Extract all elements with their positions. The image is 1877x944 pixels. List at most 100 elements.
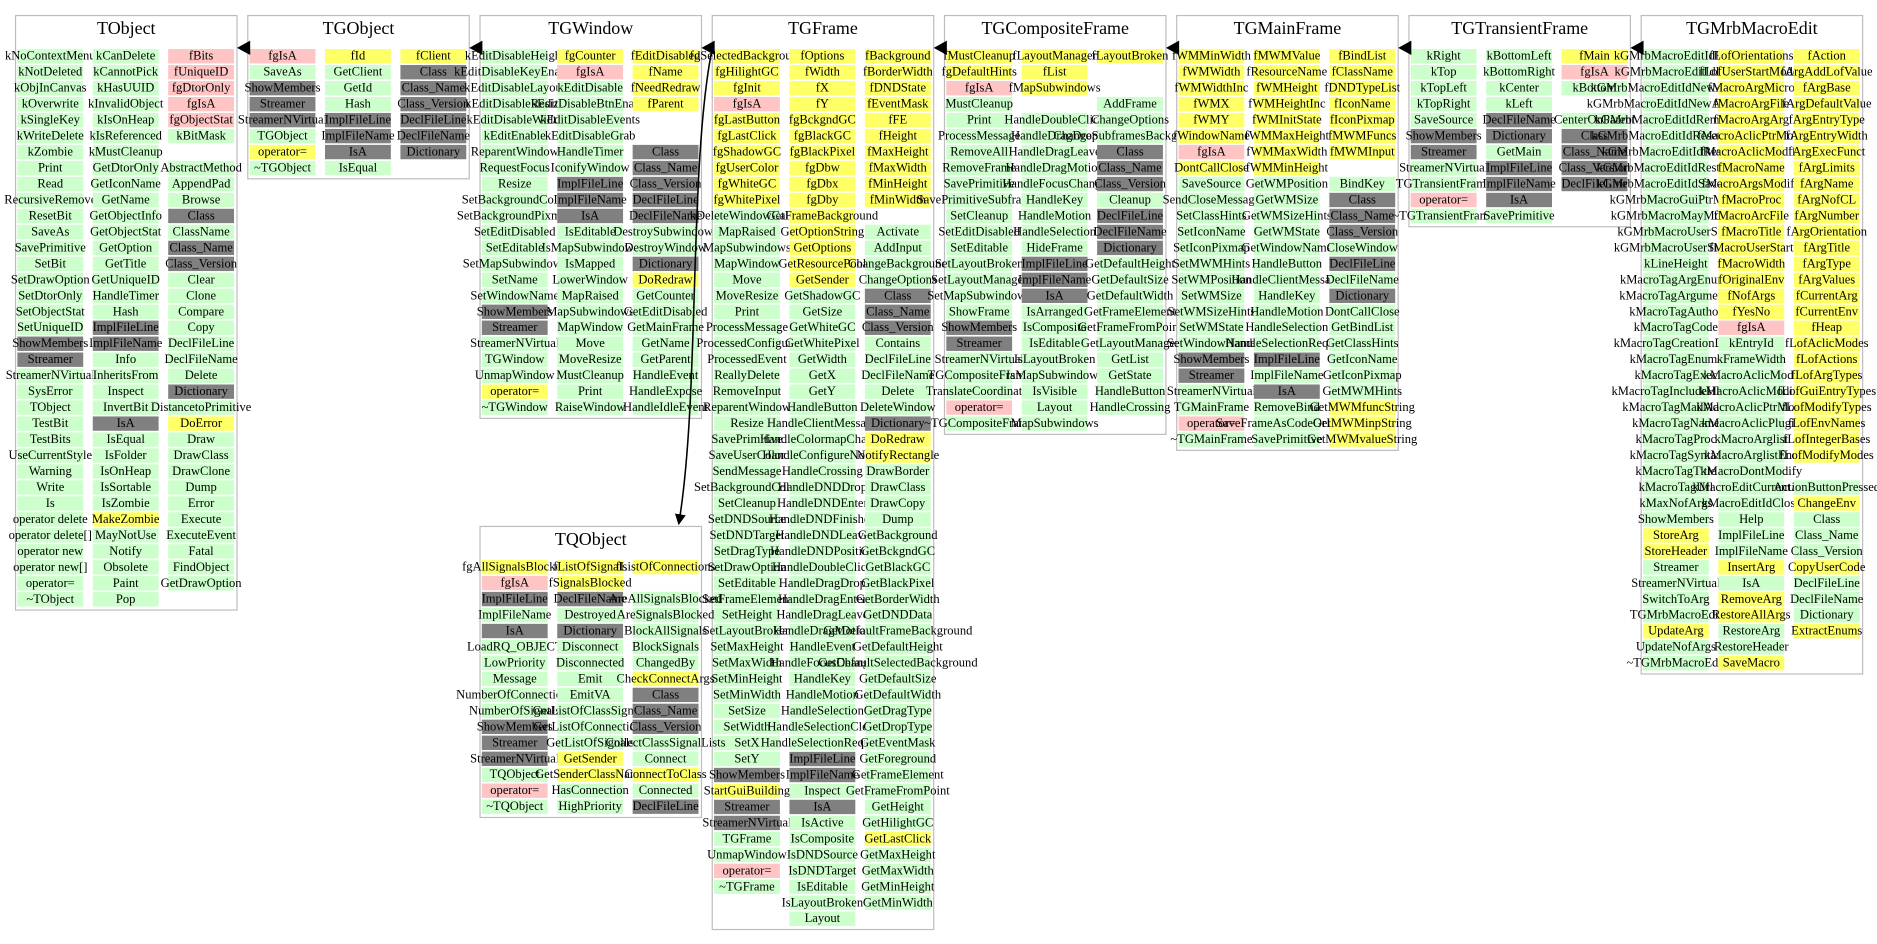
member-cell <box>1486 49 1552 64</box>
member-name: kMacroTagUrl <box>1639 480 1714 494</box>
member-cell <box>1329 320 1396 335</box>
member-cell <box>168 49 235 64</box>
member-name: fHeap <box>1811 320 1842 334</box>
member-name: Streamer <box>957 336 1003 350</box>
member-name: IsMapSubwindows <box>1006 368 1103 382</box>
member-cell <box>714 224 780 240</box>
member-cell <box>789 128 856 144</box>
member-name: kGMrbMacroEditIdLast <box>1615 65 1738 79</box>
member-name: ShowMembers <box>709 767 785 781</box>
member-cell <box>1253 352 1320 367</box>
member-cell <box>864 783 931 799</box>
member-name: ChangeSubframesBackground <box>1053 129 1207 143</box>
member-cell <box>481 783 548 798</box>
member-cell <box>557 671 624 687</box>
member-cell <box>1793 272 1860 288</box>
member-cell <box>1178 160 1245 176</box>
member-name: StreamerNVirtual <box>470 751 560 765</box>
member-cell <box>1793 400 1860 415</box>
member-name: fgDtorOnly <box>172 81 231 95</box>
member-name: SetMapSubwindows <box>463 256 567 270</box>
member-cell <box>789 767 856 783</box>
member-cell <box>557 49 624 64</box>
member-name: Class_Version <box>1791 544 1864 558</box>
member-name: SetWindowName <box>1167 336 1256 350</box>
member-name: Move <box>732 272 762 286</box>
member-name: ActionButtonPressed <box>1773 480 1877 494</box>
member-cell <box>714 65 780 80</box>
member-name: fArgValues <box>1798 272 1855 286</box>
member-name: FindObject <box>173 560 230 574</box>
member-cell <box>17 464 84 479</box>
member-cell <box>1642 464 1709 479</box>
member-cell <box>1793 368 1860 383</box>
member-cell <box>168 416 235 431</box>
member-name: InheritsFrom <box>93 368 159 382</box>
member-cell <box>632 639 699 655</box>
member-cell <box>17 496 84 511</box>
member-cell <box>481 336 548 351</box>
member-cell <box>789 480 856 495</box>
member-name: SetWMPosition <box>1171 272 1252 286</box>
member-name: fMacroName <box>1718 161 1785 175</box>
member-cell <box>325 160 391 176</box>
member-cell <box>481 639 548 655</box>
member-cell <box>481 176 548 192</box>
member-name: fgBckgndGC <box>789 113 856 127</box>
member-cell <box>1642 112 1709 128</box>
member-name: GetParent <box>640 352 691 366</box>
member-cell <box>714 560 780 575</box>
member-name: fgIsA <box>733 97 762 111</box>
member-cell <box>1329 400 1396 415</box>
member-cell <box>714 464 780 479</box>
member-name: GetIconName <box>1327 352 1398 366</box>
member-cell <box>1642 448 1709 463</box>
member-cell <box>714 815 780 831</box>
member-cell <box>946 320 1013 335</box>
member-name: GetListOfClassSignals <box>533 703 648 717</box>
member-name: GetMWMinpString <box>1313 416 1413 430</box>
member-cell <box>1718 128 1785 144</box>
member-name: HandleDNDLeave <box>775 528 870 542</box>
member-name: fgDbw <box>805 161 840 175</box>
member-cell <box>1561 176 1628 192</box>
member-name: ~TGTransientFrame <box>1392 208 1495 222</box>
member-cell <box>1097 288 1163 304</box>
member-cell <box>1253 400 1320 415</box>
member-name: IsComposite <box>791 831 855 845</box>
member-cell <box>557 575 624 591</box>
member-cell <box>1329 224 1396 240</box>
member-cell <box>714 336 780 351</box>
member-cell <box>1410 192 1477 208</box>
member-cell <box>17 400 84 415</box>
member-cell <box>864 719 931 735</box>
member-cell <box>1718 288 1785 304</box>
member-cell <box>1793 576 1860 591</box>
class-box: TObjectkNoContextMenukNotDeletedkObjInCa… <box>4 14 252 611</box>
member-name: fDNDState <box>870 81 927 95</box>
member-cell <box>1642 160 1709 176</box>
member-cell <box>864 304 931 319</box>
member-name: HandleKey <box>794 672 852 686</box>
member-name: SetWindowName <box>470 288 559 302</box>
member-name: SaveMacro <box>1723 656 1780 670</box>
member-cell <box>481 607 548 623</box>
member-cell <box>1486 192 1552 208</box>
member-cell <box>92 400 159 415</box>
member-cell <box>1253 49 1320 64</box>
member-cell <box>946 384 1013 399</box>
member-name: kOverwrite <box>22 97 80 111</box>
member-cell <box>1718 448 1785 463</box>
member-cell <box>1718 224 1785 240</box>
member-cell <box>1253 304 1320 319</box>
member-name: kBottomLeft <box>1487 49 1552 63</box>
member-name: fLofUserStartModes <box>1699 65 1803 79</box>
member-name: SaveFrameAsCodeOrImage <box>1216 416 1358 430</box>
member-cell <box>1178 272 1245 288</box>
member-cell <box>632 65 699 80</box>
member-cell <box>1718 432 1785 447</box>
member-cell <box>1253 384 1320 399</box>
class-title: TGTransientFrame <box>1451 18 1588 38</box>
member-cell <box>1793 416 1860 431</box>
member-cell <box>557 751 624 766</box>
